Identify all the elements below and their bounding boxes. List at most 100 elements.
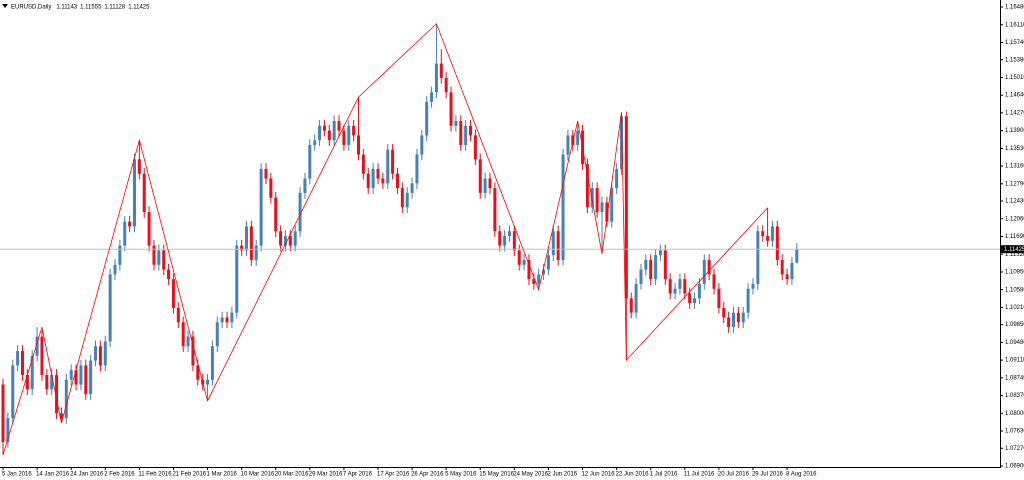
y-tick-label: 1.13160 [1005,164,1024,170]
candle-body [717,288,721,308]
candle-body [693,298,697,304]
candle-body [230,312,234,323]
x-tick-label: 11 Feb 2016 [138,472,172,478]
candle-body [473,135,477,160]
y-tick-label: 1.12060 [1005,216,1024,222]
candle-body [546,255,550,270]
candle-body [269,178,273,198]
y-tick-label: 1.15740 [1005,40,1024,46]
candle-body [215,322,219,347]
candle-body [673,288,677,294]
candle-body [507,231,511,237]
candle-body [103,341,107,366]
candle-body [551,231,555,256]
candle-body [279,231,283,246]
candle-body [483,178,487,193]
candle-body [74,370,78,385]
candle-body [571,135,575,145]
x-tick-label: 1 Jul 2016 [650,472,678,478]
candle-body [186,336,190,347]
candle-body [576,130,580,145]
candle-body [512,231,516,251]
y-tick-label: 1.14640 [1005,93,1024,99]
candle-body [11,365,15,419]
x-tick-label: 2 Feb 2016 [104,472,135,478]
candle-body [157,250,161,265]
candle-body [123,221,127,246]
close-value: 1.11425 [128,4,150,10]
candle-body [658,250,662,256]
candle-body [171,279,175,308]
candle-body [585,164,589,208]
candle-body [498,231,502,246]
x-tick-label: 2 Jun 2016 [547,472,577,478]
y-tick-label: 1.12430 [1005,199,1024,205]
candle-body [132,159,136,227]
candle-body [245,226,248,251]
zigzag-line [2,23,768,456]
x-tick-label: 24 Jan 2016 [70,472,104,478]
candle-body [766,236,770,241]
y-tick-label: 1.09850 [1005,322,1024,328]
candle-body [235,245,239,313]
y-tick-label: 1.14270 [1005,110,1024,116]
candle-body [337,121,341,131]
candle-body [167,269,171,280]
candle-body [395,173,399,189]
candle-body [313,140,317,145]
candle-body [303,178,307,193]
y-tick-label: 1.10950 [1005,270,1024,276]
candle-body [780,259,784,275]
candle-body [84,365,88,395]
candle-body [605,202,609,222]
x-tick-label: 1 Mar 2016 [207,472,238,478]
y-tick-label: 1.08000 [1005,411,1024,417]
candle-body [405,192,409,208]
candle-body [1,384,5,443]
high-value: 1.11555 [80,4,102,10]
candle-body [595,188,599,213]
y-tick-label: 1.12790 [1005,181,1024,187]
candle-body [478,159,482,193]
x-tick-label: 21 Feb 2016 [172,472,206,478]
candle-body [761,231,765,237]
x-tick-label: 10 Mar 2016 [241,472,275,478]
y-tick-label: 1.06900 [1005,464,1024,470]
candle-body [469,125,473,136]
candle-body [736,312,740,323]
candle-body [59,413,63,419]
candle-body [274,197,278,232]
candle-body [283,236,287,246]
candle-body [352,125,356,136]
y-tick-label: 1.16480 [1005,5,1024,11]
candle-body [225,317,229,323]
candle-body [430,92,434,102]
candle-body [561,154,565,260]
candle-body [210,346,214,380]
candle-body [55,374,59,414]
candle-body [391,149,395,174]
y-tick-label: 1.11690 [1005,234,1024,240]
candle-body [619,116,623,169]
x-tick-label: 7 Apr 2016 [343,472,373,478]
candle-body [376,168,380,179]
candle-body [386,149,390,184]
candle-body [357,135,361,155]
y-tick-label: 1.13530 [1005,146,1024,152]
candles [1,23,799,455]
candle-body [118,245,122,265]
candle-body [332,121,336,141]
candle-body [741,312,745,323]
candle-body [322,125,326,131]
menu-arrow[interactable] [2,4,8,8]
y-tick-label: 1.10210 [1005,305,1024,311]
candle-body [503,236,507,246]
candle-body [108,274,112,342]
candle-body [142,173,146,213]
candle-body [240,245,244,251]
candle-body [288,236,292,246]
candle-body [342,130,346,145]
candle-body [649,259,653,280]
